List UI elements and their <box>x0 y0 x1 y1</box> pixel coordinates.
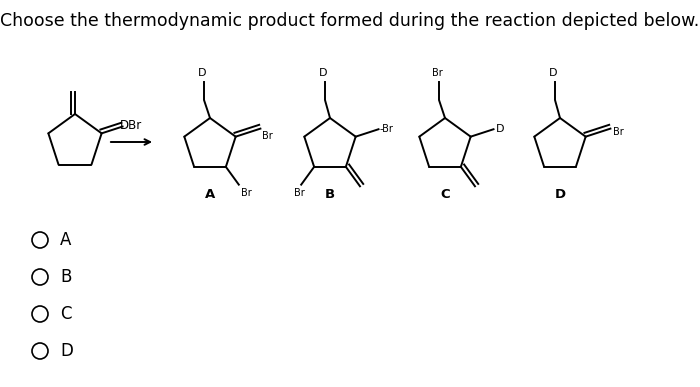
Text: D: D <box>60 342 73 360</box>
Text: B: B <box>325 187 335 200</box>
Text: A: A <box>205 187 215 200</box>
Text: A: A <box>60 231 71 249</box>
Text: Br: Br <box>294 188 304 198</box>
Text: Br: Br <box>262 131 273 140</box>
Text: Br: Br <box>432 68 442 78</box>
Text: D: D <box>549 68 557 78</box>
Text: -Br: -Br <box>379 124 393 134</box>
Text: B: B <box>60 268 71 286</box>
Text: D: D <box>197 68 206 78</box>
Text: C: C <box>60 305 71 323</box>
Text: Choose the thermodynamic product formed during the reaction depicted below.: Choose the thermodynamic product formed … <box>1 12 699 30</box>
Text: C: C <box>440 187 450 200</box>
Text: DBr: DBr <box>120 119 142 132</box>
Text: D: D <box>496 124 504 134</box>
Text: D: D <box>554 187 566 200</box>
Text: D: D <box>318 68 328 78</box>
Text: Br: Br <box>613 127 624 137</box>
Text: Br: Br <box>241 188 251 198</box>
